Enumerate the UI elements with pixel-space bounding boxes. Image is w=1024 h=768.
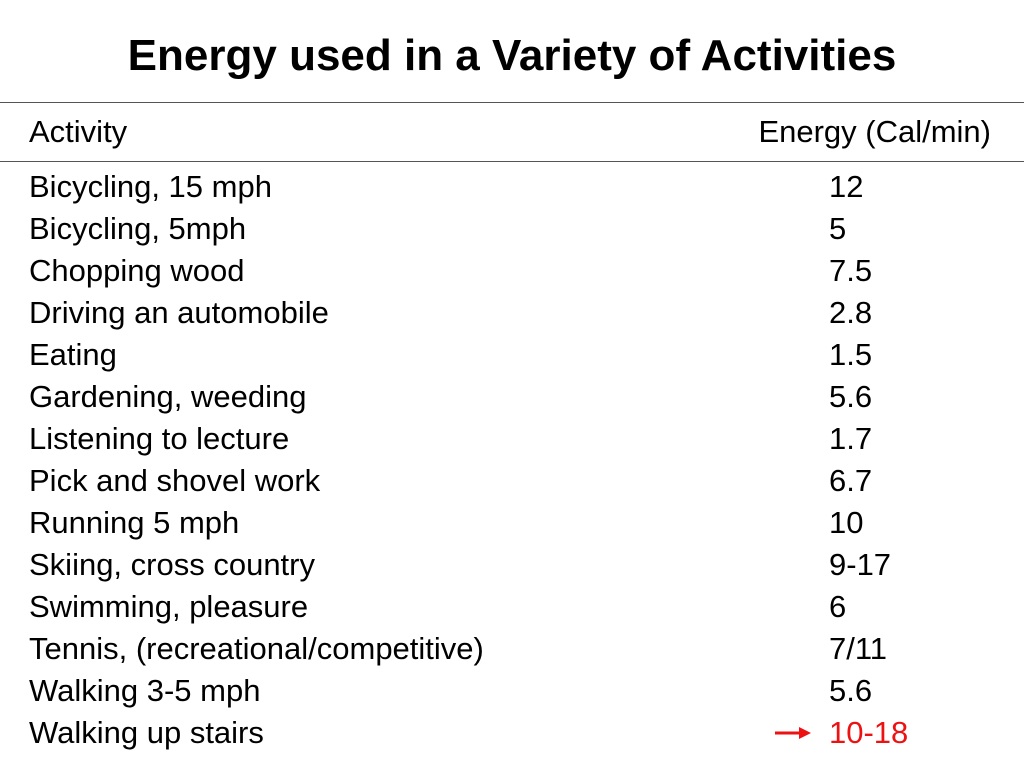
table-row: Skiing, cross country 9-17 — [0, 544, 1024, 586]
activity-cell: Bicycling, 15 mph — [29, 169, 272, 204]
table-row: Pick and shovel work 6.7 — [0, 460, 1024, 502]
energy-cell: 5.6 — [829, 379, 873, 414]
activity-cell: Driving an automobile — [29, 295, 329, 330]
table-row: Chopping wood 7.5 — [0, 250, 1024, 292]
table-row: Driving an automobile 2.8 — [0, 292, 1024, 334]
energy-cell: 12 — [829, 169, 864, 204]
table-row: Bicycling, 15 mph 12 — [0, 166, 1024, 208]
table-row: Listening to lecture 1.7 — [0, 418, 1024, 460]
energy-cell: 5 — [829, 211, 847, 246]
activity-cell: Tennis, (recreational/competitive) — [29, 631, 484, 666]
header-divider-rule — [0, 161, 1024, 162]
activity-cell: Running 5 mph — [29, 505, 240, 540]
energy-cell: 1.7 — [829, 421, 873, 456]
activity-cell: Walking up stairs — [29, 715, 264, 750]
activity-cell: Walking 3-5 mph — [29, 673, 261, 708]
table-row: Tennis, (recreational/competitive) 7/11 — [0, 628, 1024, 670]
activity-cell: Chopping wood — [29, 253, 245, 288]
table-row: Bicycling, 5mph 5 — [0, 208, 1024, 250]
activity-cell: Bicycling, 5mph — [29, 211, 247, 246]
table-row-highlighted: Walking up stairs 10-18 — [0, 712, 1024, 754]
energy-cell: 5.6 — [829, 673, 873, 708]
energy-cell: 7/11 — [829, 631, 888, 666]
activity-cell: Swimming, pleasure — [29, 589, 309, 624]
energy-cell: 10 — [829, 505, 864, 540]
energy-cell: 9-17 — [829, 547, 892, 582]
slide-title: Energy used in a Variety of Activities — [127, 31, 897, 80]
activity-cell: Listening to lecture — [29, 421, 290, 456]
activity-cell: Eating — [29, 337, 117, 372]
energy-cell: 6.7 — [829, 463, 873, 498]
energy-cell: 1.5 — [829, 337, 873, 372]
activity-cell: Skiing, cross country — [29, 547, 315, 582]
activity-cell: Gardening, weeding — [29, 379, 307, 414]
table-row: Swimming, pleasure 6 — [0, 586, 1024, 628]
table-row: Walking 3-5 mph 5.6 — [0, 670, 1024, 712]
table-row: Gardening, weeding 5.6 — [0, 376, 1024, 418]
energy-cell: 10-18 — [829, 715, 909, 750]
activity-cell: Pick and shovel work — [29, 463, 321, 498]
table-row: Running 5 mph 10 — [0, 502, 1024, 544]
energy-cell: 7.5 — [829, 253, 873, 288]
activity-table-body: Bicycling, 15 mph 12 Bicycling, 5mph 5 C… — [0, 166, 1024, 754]
right-arrow-icon — [775, 727, 811, 739]
table-top-rule — [0, 102, 1024, 103]
table-row: Eating 1.5 — [0, 334, 1024, 376]
column-header-energy: Energy (Cal/min) — [758, 114, 991, 149]
column-header-activity: Activity — [29, 114, 128, 149]
energy-cell: 6 — [829, 589, 847, 624]
energy-cell: 2.8 — [829, 295, 873, 330]
